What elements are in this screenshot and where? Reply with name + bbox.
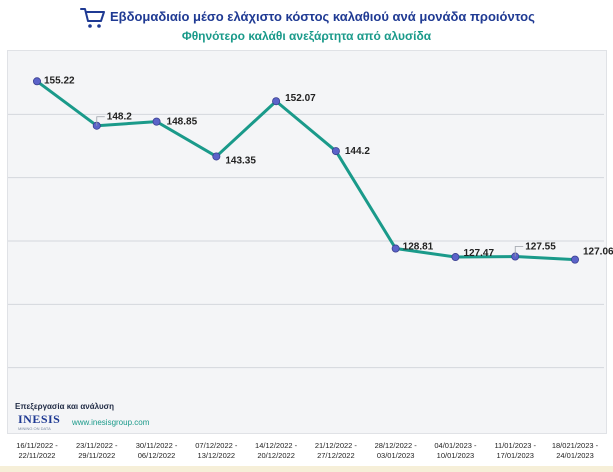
- data-point: [33, 77, 42, 86]
- data-label: 148.2: [107, 112, 132, 123]
- data-label: 127.47: [463, 248, 494, 259]
- data-point: [571, 255, 580, 264]
- inesis-logo: INESIS: [18, 412, 61, 426]
- x-tick-label: 28/12/2022 -03/01/2023: [374, 441, 417, 460]
- x-tick-label: 11/01/2023 -17/01/2023: [494, 441, 536, 460]
- data-point: [212, 152, 221, 161]
- credit-text: Επεξεργασία και ανάλυση: [15, 402, 114, 411]
- x-tick-label: 30/11/2022 -06/12/2022: [135, 441, 178, 460]
- bottom-strip: [0, 466, 613, 472]
- data-label: 144.2: [345, 146, 370, 157]
- data-label: 148.85: [167, 117, 198, 128]
- data-label: 143.35: [225, 155, 256, 166]
- data-point: [451, 253, 460, 262]
- data-label: 127.55: [525, 242, 556, 253]
- chart-subtitle: Φθηνότερο καλάθι ανεξάρτητα από αλυσίδα: [181, 29, 432, 43]
- data-label: 155.22: [44, 75, 75, 86]
- data-label: 127.06: [583, 247, 613, 258]
- series-line: [36, 80, 576, 262]
- data-point: [391, 244, 400, 253]
- x-tick-label: 16/11/2022 -22/11/2022: [16, 441, 58, 460]
- data-label: 152.07: [285, 93, 316, 104]
- chart-title: Εβδομαδιαίο μέσο ελάχιστο κόστος καλαθιο…: [110, 9, 535, 24]
- data-point: [152, 117, 161, 126]
- x-tick-label: 04/01/2023 -10/01/2023: [434, 441, 477, 460]
- label-leader: [96, 116, 105, 126]
- x-tick-label: 18/021/2023 -24/01/2023: [551, 441, 599, 460]
- x-tick-label: 21/12/2022 -27/12/2022: [314, 441, 357, 460]
- logo-tagline: MINING ON DATA: [18, 426, 51, 431]
- data-point: [331, 147, 340, 156]
- data-point: [272, 97, 281, 106]
- data-label: 128.81: [403, 242, 434, 253]
- x-tick-label: 07/12/2022 -13/12/2022: [195, 441, 238, 460]
- shopping-cart-icon: [80, 8, 105, 28]
- x-tick-label: 23/11/2022 -29/11/2022: [75, 441, 118, 460]
- website-link[interactable]: www.inesisgroup.com: [72, 418, 150, 427]
- label-leader: [514, 246, 524, 257]
- x-tick-label: 14/12/2022 -20/12/2022: [255, 441, 298, 460]
